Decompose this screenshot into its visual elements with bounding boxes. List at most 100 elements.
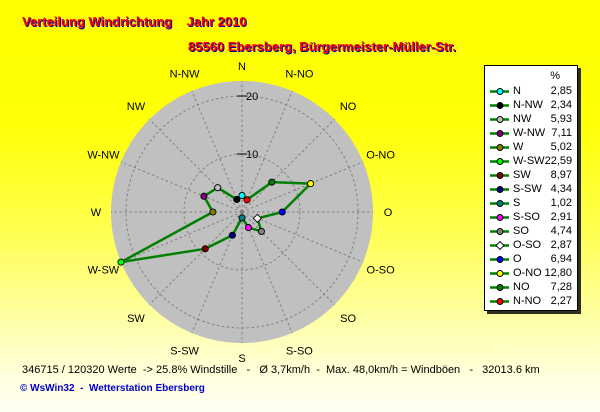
- legend-direction-label: N-NW: [513, 99, 543, 111]
- data-point-O-NO: [307, 180, 315, 188]
- direction-label-SW: SW: [127, 313, 145, 325]
- legend-marker-icon: [490, 212, 509, 223]
- legend-percent-value: 12,80: [544, 267, 572, 279]
- grid-spoke-NW: [149, 119, 243, 213]
- legend-marker-icon: [490, 86, 509, 97]
- legend-row-O: O 6,94: [490, 252, 572, 266]
- legend-marker-icon: [490, 156, 509, 167]
- legend-marker-icon: [490, 142, 509, 153]
- direction-label-N-NW: N-NW: [170, 68, 201, 80]
- grid-spoke-N-NW: [191, 90, 243, 213]
- data-point-S: [238, 214, 246, 222]
- data-point-O-SO: [252, 213, 263, 224]
- legend-percent-value: 2,27: [550, 295, 572, 307]
- data-point-S-SO: [244, 224, 253, 232]
- data-point-N-NO: [243, 196, 251, 204]
- legend-rows: N 2,85 N-NW 2,34 NW 5,93 W-NW 7,11 W 5,02 W-SW 22,5…: [490, 84, 572, 308]
- legend-marker-icon: [490, 254, 509, 265]
- legend-direction-label: NW: [513, 113, 532, 125]
- legend-direction-label: W: [513, 141, 524, 153]
- data-point-NO: [268, 178, 276, 186]
- legend-percent-value: 1,02: [550, 197, 572, 209]
- legend-marker-icon: [490, 268, 509, 279]
- data-point-W-SW: [117, 258, 125, 266]
- legend-percent-value: 7,28: [550, 281, 572, 293]
- legend-row-W-NW: W-NW 7,11: [490, 126, 572, 140]
- legend-direction-label: SW: [513, 169, 531, 181]
- legend-direction-label: N: [513, 85, 521, 97]
- legend-percent-value: 2,87: [550, 239, 572, 251]
- legend-direction-label: S-SW: [513, 183, 542, 195]
- direction-label-N: N: [238, 61, 246, 73]
- legend-marker-icon: [490, 100, 509, 111]
- legend-percent-value: 22,59: [544, 155, 573, 167]
- direction-label-S-SW: S-SW: [170, 346, 199, 358]
- chart-subtitle-location: 85560 Ebersberg, Bürgermeister-Müller-St…: [188, 39, 457, 54]
- statistics-line: 346715 / 120320 Werte -> 25.8% Windstill…: [22, 364, 540, 376]
- legend-percent-value: 6,94: [550, 253, 572, 265]
- legend-direction-label: O-SO: [513, 239, 542, 251]
- radial-tick-label-10: 10: [246, 149, 258, 161]
- legend-row-NO: NO 7,28: [490, 280, 572, 294]
- legend-row-N: N 2,85: [490, 84, 572, 98]
- legend-marker-icon: [490, 128, 509, 139]
- direction-label-O-NO: O-NO: [366, 150, 395, 162]
- direction-label-S: S: [238, 353, 245, 365]
- data-point-NW: [214, 184, 222, 192]
- legend-marker-icon: [490, 226, 509, 237]
- chart-title: Verteilung Windrichtung Jahr 2010: [22, 14, 247, 29]
- legend-marker-icon: [490, 198, 509, 209]
- grid-spoke-SO: [241, 211, 335, 305]
- legend-direction-label: W-NW: [513, 127, 546, 139]
- legend-direction-label: O-NO: [513, 267, 542, 279]
- grid-spoke-SW: [149, 211, 243, 305]
- direction-label-W-SW: W-SW: [88, 264, 120, 276]
- direction-label-W: W: [91, 207, 102, 219]
- legend-percent-value: 4,34: [550, 183, 572, 195]
- grid-spoke-O-NO: [241, 161, 364, 213]
- legend-percent-value: 2,34: [550, 99, 572, 111]
- legend-direction-label: N-NO: [513, 295, 542, 307]
- data-point-N: [238, 191, 246, 200]
- legend-percent-value: 5,93: [550, 113, 572, 125]
- copyright-line: © WsWin32 - Wetterstation Ebersberg: [20, 383, 205, 394]
- legend-row-SO: SO 4,74: [490, 224, 572, 238]
- legend-row-N-NW: N-NW 2,34: [490, 98, 572, 112]
- direction-label-NO: NO: [340, 101, 357, 113]
- legend-row-N-NO: N-NO 2,27: [490, 294, 572, 308]
- legend-direction-label: SO: [513, 225, 529, 237]
- grid-spoke-N-NO: [241, 90, 293, 213]
- data-point-W: [209, 208, 217, 216]
- legend-marker-icon: [490, 114, 509, 125]
- direction-label-SO: SO: [340, 313, 356, 325]
- legend-marker-icon: [490, 170, 509, 181]
- legend-percent-value: 5,02: [550, 141, 572, 153]
- grid-spoke-W-SW: [120, 211, 243, 263]
- grid-spoke-S-SO: [241, 211, 293, 334]
- data-point-N-NW: [233, 195, 241, 204]
- legend-direction-label: W-SW: [513, 155, 545, 167]
- legend-row-SW: SW 8,97: [490, 168, 572, 182]
- legend-marker-icon: [490, 282, 509, 293]
- grid-spoke-W-NW: [120, 161, 243, 213]
- legend-percent-value: 4,74: [550, 225, 572, 237]
- legend-row-S-SO: S-SO 2,91: [490, 210, 572, 224]
- legend-marker-icon: [490, 240, 509, 251]
- legend-percent-value: 8,97: [550, 169, 572, 181]
- direction-label-NW: NW: [127, 101, 146, 113]
- legend-percent-value: 2,91: [550, 211, 572, 223]
- legend-row-O-SO: O-SO 2,87: [490, 238, 572, 252]
- data-point-O: [278, 208, 286, 216]
- direction-label-N-NO: N-NO: [285, 68, 314, 80]
- data-point-S-SW: [228, 231, 236, 239]
- legend-direction-label: S-SO: [513, 211, 540, 223]
- data-point-W-NW: [200, 192, 208, 200]
- legend-direction-label: S: [513, 197, 521, 209]
- legend-row-S: S 1,02: [490, 196, 572, 210]
- direction-label-S-SO: S-SO: [286, 346, 313, 358]
- legend-unit-header: %: [550, 70, 560, 82]
- grid-circle-10: [183, 153, 301, 271]
- direction-label-O-SO: O-SO: [367, 264, 396, 276]
